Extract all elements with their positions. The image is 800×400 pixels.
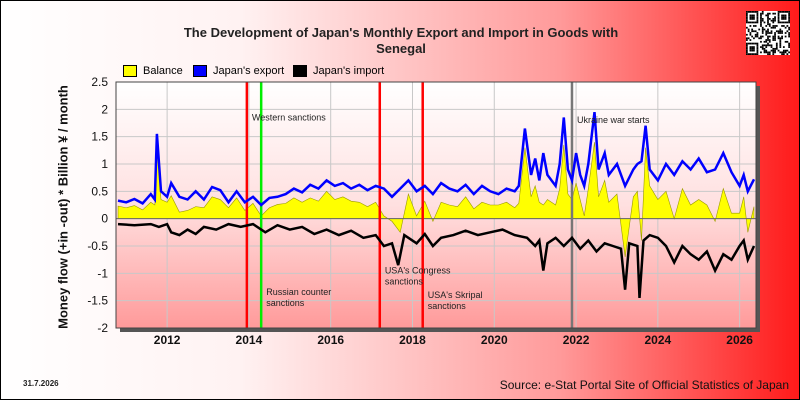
legend-swatch-export xyxy=(193,65,207,77)
x-tick-label: 2026 xyxy=(726,333,753,347)
x-tick-label: 2014 xyxy=(236,333,263,347)
import-line xyxy=(117,222,756,298)
chart-title-line-1: The Development of Japan's Monthly Expor… xyxy=(183,25,619,40)
x-tick-label: 2024 xyxy=(645,333,672,347)
y-tick-label: 2 xyxy=(101,102,108,116)
legend-label-import: Japan's import xyxy=(313,65,385,77)
legend-swatch-balance xyxy=(123,65,137,77)
y-tick-label: 2.5 xyxy=(91,75,108,89)
y-tick-label: 1 xyxy=(101,157,108,171)
export-line xyxy=(117,111,756,207)
x-tick-label: 2020 xyxy=(481,333,508,347)
date-label: 31.7.2026 xyxy=(23,379,59,388)
event-annotation: USA's Skripal xyxy=(428,290,483,300)
event-annotation: sanctions xyxy=(266,298,305,308)
y-tick-label: -1.5 xyxy=(87,294,108,308)
event-annotation: Ukraine war starts xyxy=(577,115,650,125)
y-tick-label: 0.5 xyxy=(91,184,108,198)
event-annotation: sanctions xyxy=(385,276,424,286)
y-tick-label: 0 xyxy=(101,212,108,226)
y-tick-label: -1 xyxy=(97,266,108,280)
legend-label-balance: Balance xyxy=(143,65,183,77)
y-tick-label: 1.5 xyxy=(91,130,108,144)
event-annotation: USA's Congress xyxy=(385,265,451,275)
y-tick-label: -2 xyxy=(97,321,108,335)
source-label: Source: e-Stat Portal Site of Official S… xyxy=(499,378,789,392)
x-tick-label: 2016 xyxy=(317,333,344,347)
x-tick-label: 2018 xyxy=(399,333,426,347)
event-annotation: Western sanctions xyxy=(252,112,326,122)
plot-border xyxy=(115,81,757,329)
y-tick-label: -0.5 xyxy=(87,239,108,253)
event-annotation: sanctions xyxy=(428,301,467,311)
chart-title-line-2: Senegal xyxy=(376,41,426,56)
qr-code-icon xyxy=(746,11,790,55)
balance-area xyxy=(117,139,755,257)
event-annotation: Russian counter xyxy=(266,287,331,297)
legend-swatch-import xyxy=(293,65,307,77)
x-tick-label: 2012 xyxy=(154,333,181,347)
legend-label-export: Japan's export xyxy=(213,65,285,77)
x-tick-label: 2022 xyxy=(563,333,590,347)
